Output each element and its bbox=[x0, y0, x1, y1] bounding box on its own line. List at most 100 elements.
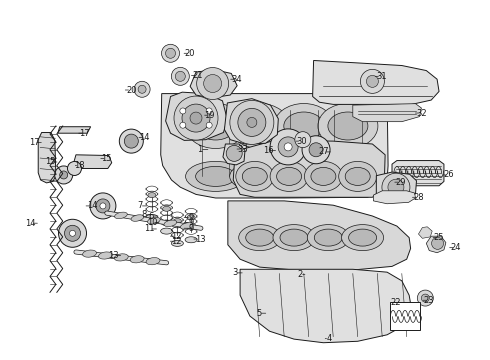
Text: 31: 31 bbox=[376, 72, 387, 81]
Polygon shape bbox=[373, 191, 416, 204]
Text: 14: 14 bbox=[139, 133, 150, 142]
Polygon shape bbox=[418, 227, 432, 238]
Circle shape bbox=[361, 69, 384, 93]
Ellipse shape bbox=[115, 212, 127, 219]
Ellipse shape bbox=[230, 161, 290, 192]
Text: 15: 15 bbox=[101, 154, 112, 163]
Text: 27: 27 bbox=[318, 148, 329, 156]
Ellipse shape bbox=[148, 193, 156, 198]
Text: 20: 20 bbox=[126, 86, 137, 95]
Ellipse shape bbox=[164, 220, 177, 226]
Circle shape bbox=[134, 81, 150, 97]
Text: 12: 12 bbox=[171, 232, 182, 241]
Ellipse shape bbox=[345, 167, 370, 185]
Circle shape bbox=[388, 179, 404, 195]
Text: 18: 18 bbox=[74, 161, 85, 170]
Ellipse shape bbox=[274, 104, 334, 149]
Circle shape bbox=[295, 132, 311, 148]
Circle shape bbox=[68, 162, 81, 175]
Text: 7: 7 bbox=[137, 202, 142, 210]
Text: 4: 4 bbox=[327, 334, 332, 343]
Circle shape bbox=[206, 108, 212, 114]
Circle shape bbox=[278, 137, 298, 157]
Ellipse shape bbox=[98, 252, 112, 259]
Circle shape bbox=[124, 134, 138, 148]
Ellipse shape bbox=[196, 166, 236, 186]
Polygon shape bbox=[313, 60, 439, 104]
Circle shape bbox=[302, 136, 330, 164]
Ellipse shape bbox=[284, 166, 324, 186]
Text: 17: 17 bbox=[79, 129, 90, 138]
Circle shape bbox=[238, 108, 266, 136]
Ellipse shape bbox=[180, 223, 193, 229]
Ellipse shape bbox=[161, 228, 172, 234]
Polygon shape bbox=[161, 94, 388, 198]
Ellipse shape bbox=[83, 250, 97, 257]
Ellipse shape bbox=[236, 161, 274, 192]
Ellipse shape bbox=[147, 217, 160, 224]
Ellipse shape bbox=[318, 104, 378, 149]
Circle shape bbox=[100, 203, 106, 209]
Ellipse shape bbox=[240, 112, 280, 140]
Ellipse shape bbox=[342, 225, 384, 251]
Text: 14: 14 bbox=[87, 202, 98, 210]
Ellipse shape bbox=[280, 229, 308, 246]
Ellipse shape bbox=[163, 206, 171, 211]
Circle shape bbox=[180, 108, 186, 114]
Polygon shape bbox=[233, 140, 385, 197]
Text: 10: 10 bbox=[147, 218, 157, 227]
Polygon shape bbox=[392, 161, 444, 186]
Text: 8: 8 bbox=[142, 210, 147, 219]
Circle shape bbox=[166, 48, 175, 58]
Bar bbox=[390, 302, 420, 330]
Circle shape bbox=[247, 117, 257, 127]
Ellipse shape bbox=[318, 161, 378, 192]
Circle shape bbox=[367, 75, 378, 87]
Ellipse shape bbox=[187, 215, 195, 220]
Circle shape bbox=[206, 122, 212, 128]
Circle shape bbox=[162, 44, 179, 62]
Circle shape bbox=[230, 100, 274, 144]
Text: 26: 26 bbox=[443, 171, 454, 180]
Polygon shape bbox=[426, 236, 446, 253]
Text: 6: 6 bbox=[148, 212, 153, 220]
Text: 9: 9 bbox=[189, 224, 194, 233]
Text: 23: 23 bbox=[423, 296, 434, 305]
Ellipse shape bbox=[186, 161, 245, 192]
Text: 25: 25 bbox=[433, 233, 444, 242]
Text: 5: 5 bbox=[256, 309, 261, 318]
Text: 1: 1 bbox=[197, 145, 202, 154]
Ellipse shape bbox=[328, 166, 368, 186]
Circle shape bbox=[138, 85, 146, 93]
Circle shape bbox=[180, 122, 186, 128]
Circle shape bbox=[174, 96, 218, 140]
Text: 33: 33 bbox=[237, 144, 248, 153]
Text: 13: 13 bbox=[195, 235, 205, 244]
Ellipse shape bbox=[284, 112, 324, 140]
Circle shape bbox=[65, 225, 80, 241]
Ellipse shape bbox=[311, 167, 336, 185]
Text: 32: 32 bbox=[416, 109, 427, 118]
Text: 34: 34 bbox=[231, 75, 242, 84]
Ellipse shape bbox=[146, 215, 158, 220]
Circle shape bbox=[226, 145, 242, 161]
Polygon shape bbox=[74, 155, 112, 168]
Ellipse shape bbox=[146, 257, 160, 265]
Circle shape bbox=[90, 193, 116, 219]
Polygon shape bbox=[38, 132, 56, 183]
Text: 12: 12 bbox=[171, 237, 182, 246]
Circle shape bbox=[120, 129, 143, 153]
Circle shape bbox=[60, 171, 68, 179]
Ellipse shape bbox=[273, 225, 315, 251]
Ellipse shape bbox=[240, 166, 280, 186]
Circle shape bbox=[382, 173, 410, 201]
Circle shape bbox=[204, 75, 221, 93]
Circle shape bbox=[309, 143, 323, 157]
Text: 13: 13 bbox=[108, 251, 119, 260]
Text: 22: 22 bbox=[391, 298, 401, 307]
Text: 16: 16 bbox=[263, 146, 274, 155]
Ellipse shape bbox=[270, 161, 308, 192]
Circle shape bbox=[58, 219, 87, 247]
Ellipse shape bbox=[314, 229, 343, 246]
Circle shape bbox=[196, 68, 229, 99]
